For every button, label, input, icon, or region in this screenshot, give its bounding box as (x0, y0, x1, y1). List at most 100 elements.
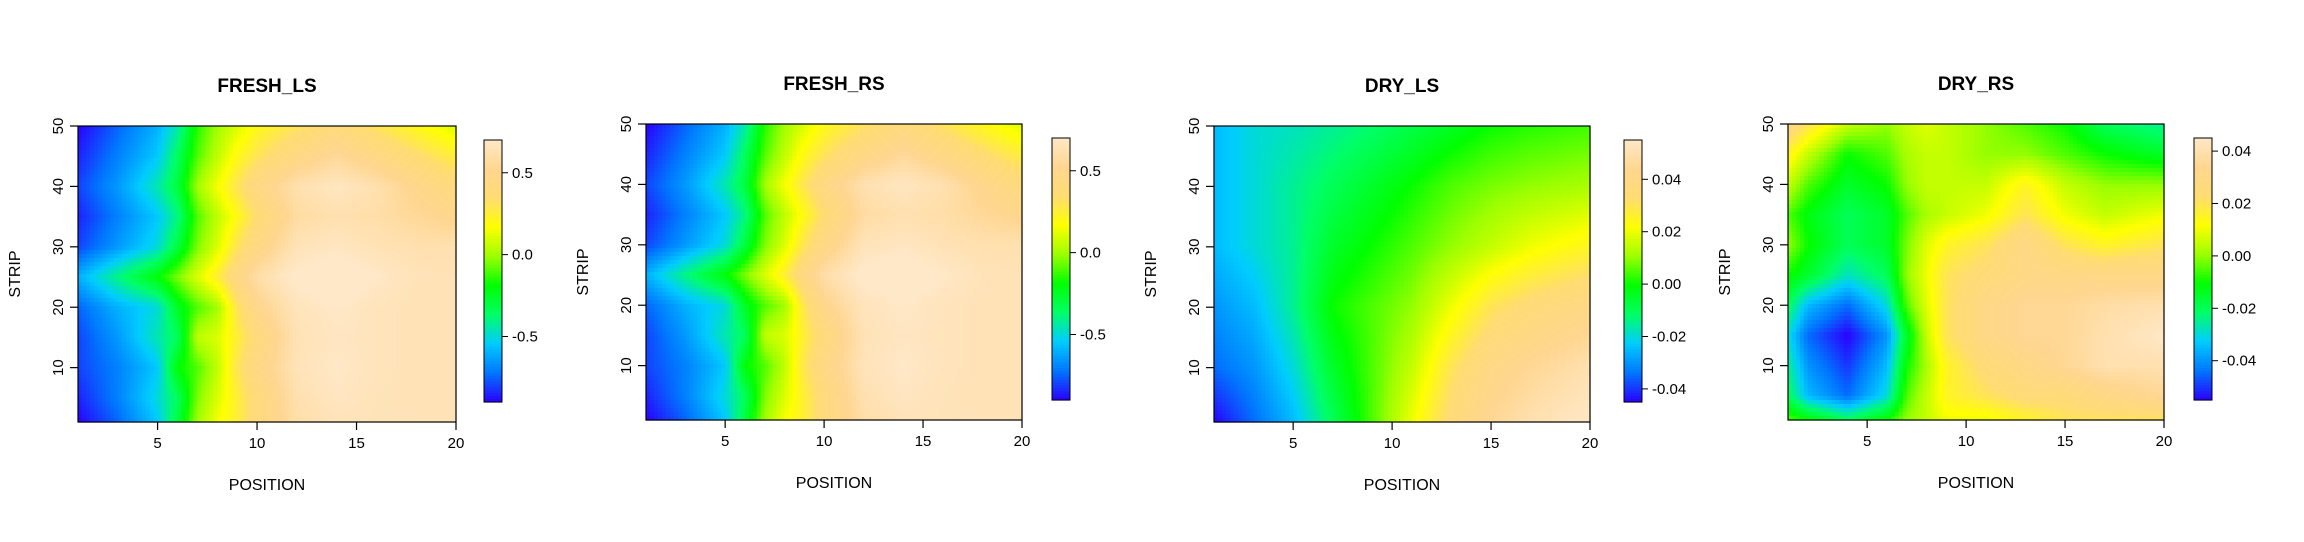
heatmap-cell (189, 266, 194, 271)
heatmap-cell (177, 274, 183, 279)
heatmap-cell (189, 230, 194, 235)
heatmap-cell (173, 322, 179, 327)
heatmap-cell (245, 170, 250, 175)
heatmap-cell (121, 258, 127, 263)
heatmap-cell (113, 186, 119, 191)
heatmap-cell (392, 242, 397, 247)
heatmap-cell (276, 242, 282, 247)
heatmap-cell (408, 170, 413, 175)
heatmap-cell (177, 294, 183, 299)
heatmap-cell (109, 314, 115, 319)
heatmap-cell (312, 162, 318, 167)
heatmap-cell (304, 242, 310, 247)
heatmap-cell (185, 286, 191, 291)
heatmap-cell (133, 190, 139, 195)
heatmap-cell (109, 202, 115, 207)
heatmap-cell (388, 310, 393, 315)
heatmap-cell (296, 254, 302, 259)
heatmap-cell (308, 330, 314, 335)
heatmap-cell (137, 146, 143, 151)
heatmap-cell (352, 126, 358, 131)
heatmap-cell (249, 290, 254, 295)
heatmap-cell (376, 246, 381, 251)
heatmap-cell (272, 194, 278, 199)
heatmap-cell (388, 326, 393, 331)
heatmap-cell (452, 318, 457, 323)
heatmap-cell (332, 282, 338, 287)
heatmap-cell (261, 282, 266, 287)
heatmap-cell (428, 262, 433, 267)
heatmap-cell (408, 242, 413, 247)
heatmap-cell (312, 210, 318, 215)
heatmap-cell (233, 302, 238, 307)
heatmap-cell (380, 326, 385, 331)
heatmap-cell (229, 126, 234, 131)
heatmap-cell (245, 294, 250, 299)
heatmap-cell (420, 254, 425, 259)
heatmap-cell (412, 222, 417, 227)
heatmap-cell (284, 234, 290, 239)
heatmap-cell (420, 154, 425, 159)
heatmap-cell (221, 190, 226, 195)
heatmap-cell (300, 314, 306, 319)
heatmap-cell (328, 198, 334, 203)
heatmap-cell (229, 274, 234, 279)
heatmap-cell (392, 278, 397, 283)
heatmap-cell (105, 146, 111, 151)
heatmap-cell (340, 194, 346, 199)
heatmap-cell (109, 310, 115, 315)
heatmap-cell (316, 198, 322, 203)
heatmap-cell (380, 222, 385, 227)
heatmap-cell (133, 166, 139, 171)
heatmap-cell (376, 322, 381, 327)
heatmap-cell (368, 262, 374, 267)
heatmap-cell (185, 254, 191, 259)
heatmap-cell (416, 190, 421, 195)
heatmap-cell (356, 270, 362, 275)
heatmap-cell (109, 230, 115, 235)
heatmap-cell (328, 242, 334, 247)
heatmap-cell (440, 242, 445, 247)
heatmap-cell (121, 146, 127, 151)
heatmap-cell (141, 138, 147, 143)
heatmap-cell (125, 130, 131, 135)
heatmap-cell (316, 226, 322, 231)
heatmap-cell (229, 222, 234, 227)
heatmap-cell (209, 190, 214, 195)
heatmap-cell (213, 290, 218, 295)
heatmap-cell (105, 226, 111, 231)
heatmap-cell (153, 262, 159, 267)
heatmap-cell (372, 214, 378, 219)
heatmap-cell (89, 234, 95, 239)
heatmap-cell (444, 290, 449, 295)
heatmap-cell (428, 274, 433, 279)
heatmap-cell (284, 290, 290, 295)
heatmap-cell (428, 202, 433, 207)
heatmap-cell (280, 270, 286, 275)
heatmap-cell (257, 242, 262, 247)
heatmap-cell (404, 326, 409, 331)
heatmap-cell (284, 326, 290, 331)
heatmap-cell (284, 146, 290, 151)
heatmap-cell (89, 150, 95, 155)
heatmap-cell (149, 190, 155, 195)
heatmap-cell (272, 286, 278, 291)
heatmap-cell (157, 166, 163, 171)
heatmap-cell (332, 266, 338, 271)
heatmap-cell (185, 294, 191, 299)
heatmap-cell (201, 190, 206, 195)
heatmap-cell (392, 266, 397, 271)
heatmap-cell (324, 238, 330, 243)
heatmap-cell (416, 158, 421, 163)
heatmap-cell (360, 146, 366, 151)
heatmap-cell (141, 286, 147, 291)
heatmap-cell (237, 310, 242, 315)
heatmap-cell (213, 218, 218, 223)
heatmap-cell (245, 326, 250, 331)
heatmap-cell (157, 310, 163, 315)
heatmap-cell (384, 202, 389, 207)
heatmap-cell (241, 310, 246, 315)
heatmap-cell (105, 138, 111, 143)
heatmap-cell (193, 250, 198, 255)
heatmap-cell (388, 306, 393, 311)
